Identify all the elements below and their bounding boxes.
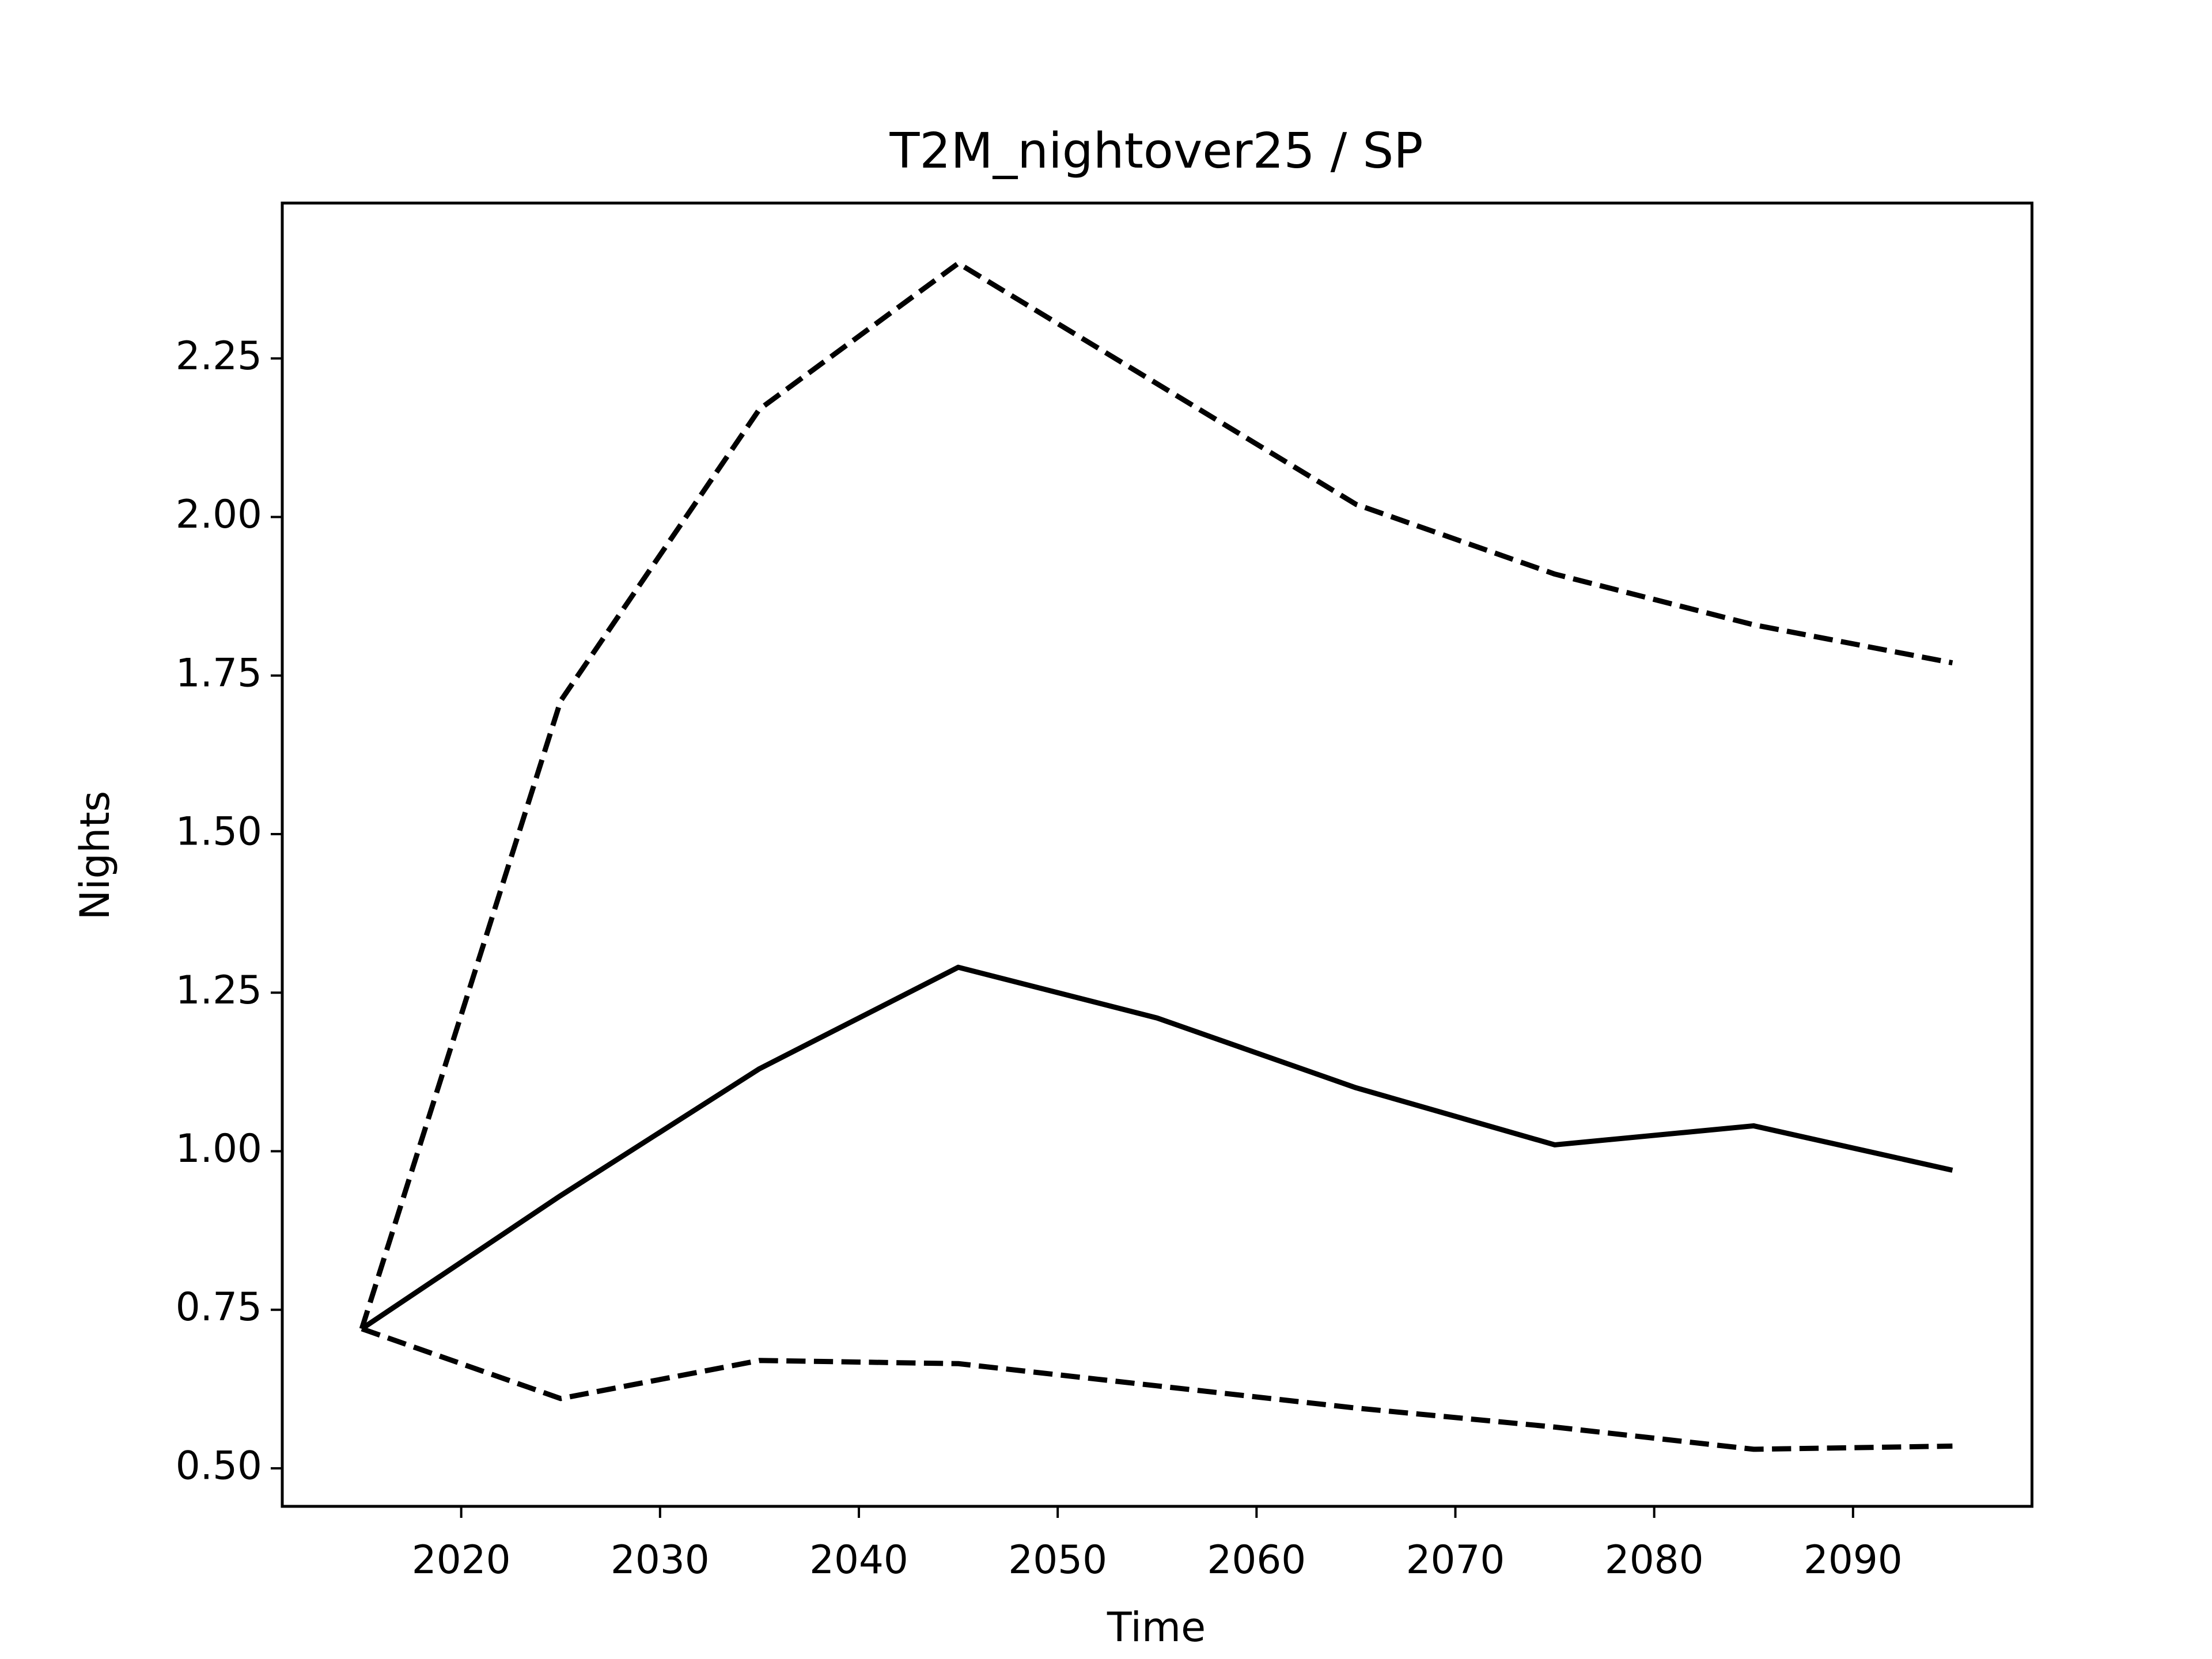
y-tick-label: 1.50	[176, 809, 262, 854]
y-tick-label: 1.25	[176, 967, 262, 1013]
x-tick-label: 2070	[1406, 1537, 1505, 1582]
y-tick-label: 2.25	[176, 333, 262, 378]
y-tick-label: 2.00	[176, 491, 262, 537]
x-axis-label: Time	[1107, 1604, 1206, 1651]
x-tick-label: 2060	[1207, 1537, 1306, 1582]
y-tick-label: 1.00	[176, 1126, 262, 1171]
x-tick-label: 2080	[1605, 1537, 1704, 1582]
x-tick-label: 2040	[809, 1537, 908, 1582]
x-tick-label: 2020	[412, 1537, 511, 1582]
x-tick-label: 2090	[1804, 1537, 1903, 1582]
data-line	[361, 1326, 1953, 1452]
y-tick-label: 1.75	[176, 650, 262, 695]
plot-frame	[281, 202, 2033, 1508]
chart-title: T2M_nightover25 / SP	[889, 123, 1423, 180]
data-line	[360, 964, 1953, 1331]
y-axis-label: Nights	[71, 791, 119, 921]
y-tick-label: 0.50	[176, 1442, 262, 1488]
x-tick-label: 2050	[1008, 1537, 1107, 1582]
data-line	[359, 260, 1953, 1330]
x-tick-label: 2030	[611, 1537, 710, 1582]
y-tick-label: 0.75	[176, 1284, 262, 1330]
